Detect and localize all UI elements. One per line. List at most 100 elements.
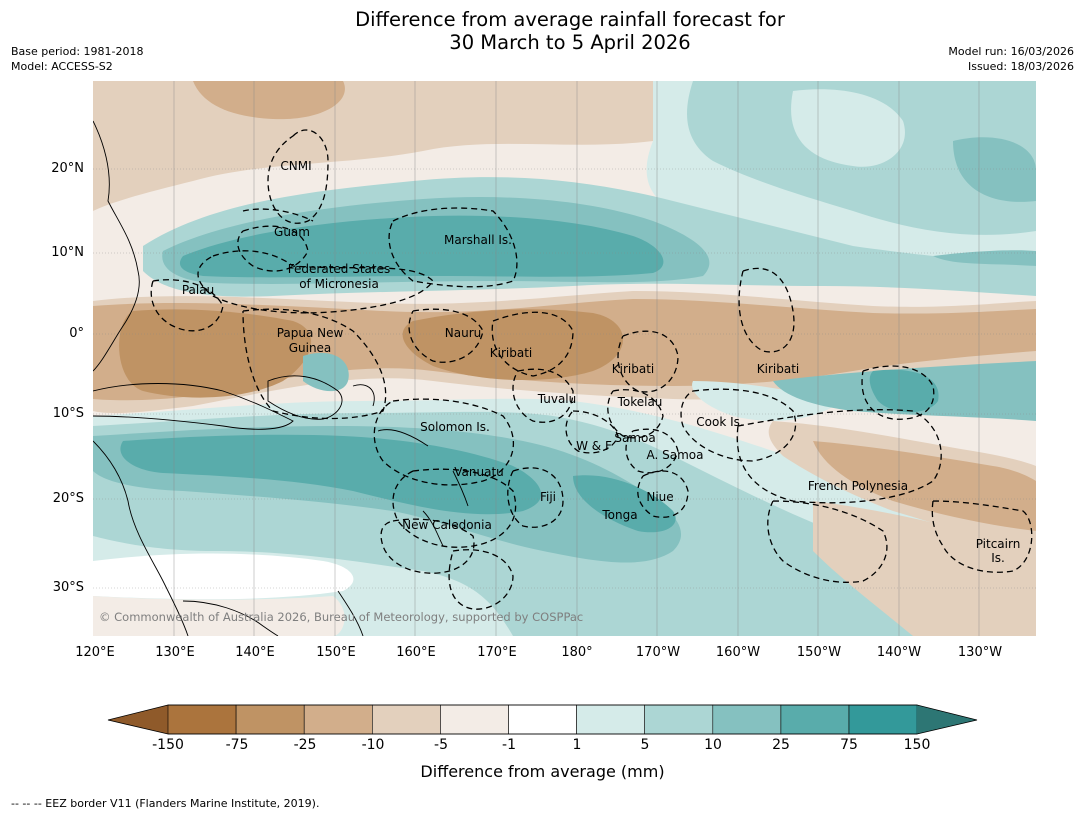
- colorbar-label-9: 25: [772, 737, 790, 753]
- lon-label-130w: 130°W: [957, 645, 1003, 660]
- field-far-se-dry: [813, 501, 1036, 636]
- colorbar-cell-9: [780, 704, 850, 735]
- colorbar-label-8: 10: [704, 737, 722, 753]
- lon-label-170e: 170°E: [477, 645, 517, 660]
- colorbar-label-0: -150: [152, 737, 184, 753]
- field-ne-pocket: [791, 89, 905, 167]
- lon-label-150w: 150°W: [796, 645, 842, 660]
- model-name: Model: ACCESS-S2: [11, 60, 113, 73]
- lat-label-10n: 10°N: [51, 245, 84, 260]
- copyright-notice: © Commonwealth of Australia 2026, Bureau…: [99, 610, 584, 624]
- colorbar-label-6: 1: [572, 737, 582, 753]
- field-spcz-core-2: [573, 475, 676, 533]
- field-png-wet: [303, 352, 349, 392]
- field-south-dry: [93, 596, 345, 636]
- field-north-dry-core: [193, 81, 345, 120]
- region-pitcairn-line2: Is.: [991, 551, 1005, 565]
- coastlines: [93, 120, 469, 636]
- region-marshall-islands: Marshall Is.: [444, 233, 512, 247]
- colorbar-cell-8: [712, 704, 782, 735]
- region-fsm-line2: of Micronesia: [299, 277, 379, 291]
- rainfall-map: CNMI Guam Marshall Is. Federated States …: [93, 81, 1036, 636]
- field-eq-dry-core-w: [119, 309, 312, 398]
- rainfall-field: [93, 81, 1036, 636]
- colorbar-cell-0: [167, 704, 237, 735]
- colorbar-label-7: 5: [640, 737, 650, 753]
- region-solomon-islands: Solomon Is.: [420, 420, 490, 434]
- region-fsm-line1: Federated States: [287, 262, 391, 276]
- lon-label-150e: 150°E: [316, 645, 356, 660]
- region-cook-islands: Cook Is.: [696, 415, 744, 429]
- field-itcz-core: [179, 215, 664, 278]
- region-kiribati-central: Kiribati: [611, 362, 655, 376]
- region-tuvalu: Tuvalu: [537, 392, 577, 406]
- lon-label-140w: 140°W: [876, 645, 922, 660]
- field-ne-wet-2: [953, 137, 1036, 202]
- lon-label-160w: 160°W: [715, 645, 761, 660]
- lat-label-20s: 20°S: [52, 491, 84, 506]
- region-pitcairn-line1: Pitcairn: [975, 537, 1021, 551]
- region-png-line2: Guinea: [288, 341, 332, 355]
- field-eq-dry-core-c: [402, 309, 623, 381]
- colorbar-cells: [167, 704, 918, 735]
- region-tokelau: Tokelau: [617, 395, 663, 409]
- map-title-line1: Difference from average rainfall forecas…: [355, 8, 785, 31]
- eez-footnote: -- -- -- EEZ border V11 (Flanders Marine…: [11, 797, 320, 810]
- region-fiji: Fiji: [539, 490, 557, 504]
- colorbar-title: Difference from average (mm): [420, 762, 665, 781]
- lat-label-30s: 30°S: [52, 580, 84, 595]
- map-title-line2: 30 March to 5 April 2026: [449, 31, 691, 54]
- colorbar-under-arrow: [108, 705, 168, 734]
- field-spcz-core: [120, 434, 542, 515]
- field-cook-wet: [692, 381, 843, 421]
- colorbar-label-5: -1: [502, 737, 516, 753]
- colorbar-label-10: 75: [840, 737, 858, 753]
- region-american-samoa: A. Samoa: [646, 448, 704, 462]
- colorbar-outline: [107, 704, 978, 735]
- field-south-neutral: [93, 553, 354, 600]
- issued-date: Issued: 18/03/2026: [967, 60, 1074, 73]
- field-north-dry-2: [393, 81, 563, 121]
- field-se-dry-core: [813, 441, 1036, 531]
- meta-left: Base period: 1981-2018 Model: ACCESS-S2: [11, 44, 143, 74]
- map-title: Difference from average rainfall forecas…: [0, 8, 1085, 54]
- region-tonga: Tonga: [602, 508, 638, 522]
- lon-label-120e: 120°E: [75, 645, 115, 660]
- region-guam: Guam: [274, 225, 310, 239]
- eez-borders: [150, 129, 1033, 610]
- region-new-caledonia: New Caledonia: [402, 518, 492, 532]
- field-east-wet-core: [869, 369, 939, 413]
- region-wallis-futuna: W & F: [576, 439, 612, 453]
- colorbar-cell-5: [508, 704, 577, 735]
- colorbar-over-arrow: [917, 705, 977, 734]
- region-samoa: Samoa: [614, 431, 656, 445]
- region-palau: Palau: [181, 283, 215, 297]
- colorbar-cell-3: [371, 704, 441, 735]
- region-cnmi: CNMI: [280, 159, 312, 173]
- region-kiribati-west: Kiribati: [489, 346, 533, 360]
- colorbar-label-1: -75: [225, 737, 249, 753]
- region-png-line1: Papua New: [276, 326, 344, 340]
- colorbar-cell-10: [848, 704, 918, 735]
- colorbar-label-3: -10: [361, 737, 385, 753]
- colorbar: [107, 704, 978, 735]
- region-nauru: Nauru: [444, 326, 482, 340]
- model-run: Model run: 16/03/2026: [948, 45, 1074, 58]
- lon-label-130e: 130°E: [155, 645, 195, 660]
- region-niue: Niue: [646, 490, 674, 504]
- base-period: Base period: 1981-2018: [11, 45, 144, 58]
- graticule: [93, 81, 1036, 636]
- lon-label-160e: 160°E: [396, 645, 436, 660]
- lon-label-140e: 140°E: [235, 645, 275, 660]
- region-kiribati-east: Kiribati: [756, 362, 800, 376]
- colorbar-cell-4: [440, 704, 509, 735]
- colorbar-cell-7: [644, 704, 714, 735]
- meta-right: Model run: 16/03/2026 Issued: 18/03/2026: [948, 44, 1074, 74]
- colorbar-cell-6: [576, 704, 646, 735]
- lon-label-180: 180°: [561, 645, 593, 660]
- colorbar-label-4: -5: [434, 737, 448, 753]
- lat-label-10s: 10°S: [52, 406, 84, 421]
- colorbar-cell-1: [235, 704, 305, 735]
- colorbar-label-2: -25: [293, 737, 317, 753]
- region-vanuatu: Vanuatu: [454, 465, 504, 479]
